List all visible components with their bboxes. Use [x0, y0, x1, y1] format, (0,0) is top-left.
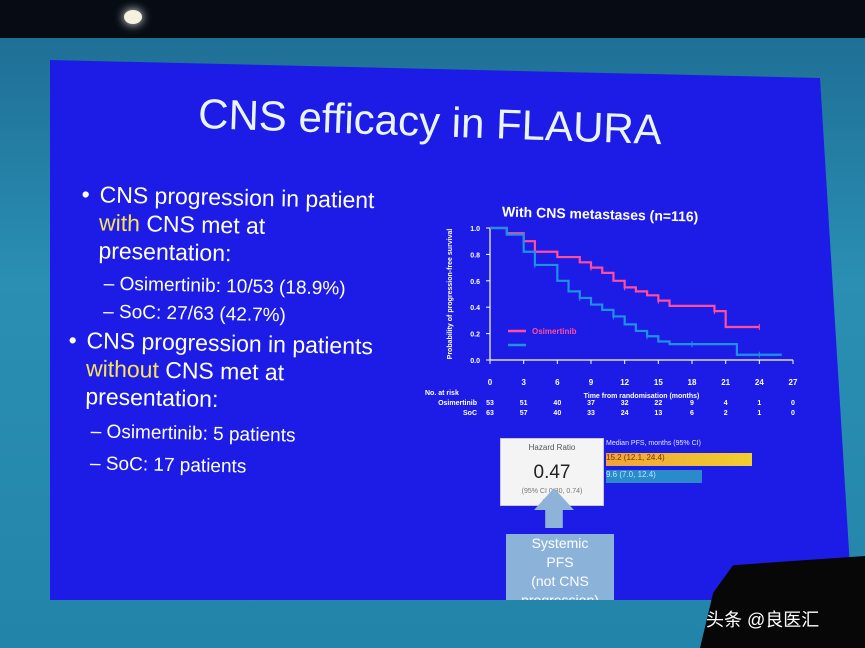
risk-cell: 1 [757, 400, 761, 407]
risk-table-header: No. at risk [425, 390, 459, 397]
callout-line4: progression) [506, 591, 614, 600]
hazard-ratio-label: Hazard Ratio [528, 443, 576, 452]
callout-line1: Systemic [531, 535, 589, 551]
y-tick-label: 1.0 [470, 226, 480, 233]
ceiling [0, 0, 865, 38]
callout-line2: PFS [546, 554, 574, 570]
x-tick-label: 21 [721, 378, 730, 387]
risk-cell: 0 [791, 400, 795, 407]
median-pfs-header: Median PFS, months (95% CI) [606, 440, 701, 447]
systemic-pfs-callout: Systemic PFS (not CNS progression) [506, 534, 614, 600]
y-axis-label: Probability of progression-free survival [447, 229, 454, 360]
risk-cell: 13 [654, 410, 662, 417]
km-curve-osimertinib [490, 226, 760, 329]
y-tick-label: 0.0 [470, 358, 480, 365]
risk-cell: 22 [654, 400, 662, 407]
risk-cell: 53 [486, 400, 494, 407]
x-tick-label: 0 [488, 378, 493, 387]
x-tick-label: 27 [789, 378, 798, 387]
median-pfs-soc: 9.6 (7.0, 12.4) [606, 470, 702, 483]
x-tick-label: 24 [755, 378, 764, 387]
ceiling-light [124, 10, 142, 24]
x-axis-label: Time from randomisation (months) [584, 393, 700, 400]
x-tick-label: 3 [521, 378, 526, 387]
risk-cell: 4 [724, 400, 728, 407]
x-tick-label: 18 [688, 378, 697, 387]
y-tick-label: 0.4 [470, 305, 480, 312]
x-tick-label: 9 [589, 378, 594, 387]
risk-cell: 0 [791, 410, 795, 417]
risk-cell: 6 [690, 410, 694, 417]
y-tick-label: 0.8 [470, 252, 480, 259]
callout-line3: (not CNS [531, 573, 589, 589]
risk-row-label: SoC [463, 410, 477, 417]
risk-cell: 9 [690, 400, 694, 407]
risk-cell: 57 [520, 410, 528, 417]
risk-cell: 2 [724, 410, 728, 417]
risk-cell: 40 [553, 400, 561, 407]
risk-cell: 33 [587, 410, 595, 417]
x-tick-label: 15 [654, 378, 663, 387]
risk-cell: 24 [621, 410, 629, 417]
risk-cell: 63 [486, 410, 494, 417]
median-pfs-osimertinib: 15.2 (12.1, 24.4) [606, 453, 752, 466]
risk-cell: 32 [621, 400, 629, 407]
x-tick-label: 6 [555, 378, 560, 387]
y-tick-label: 0.6 [470, 279, 480, 286]
risk-cell: 51 [520, 400, 528, 407]
watermark: 头条 @良医汇 [706, 610, 820, 630]
legend-label-osimertinib: Osimertinib [532, 327, 577, 336]
risk-row-label: Osimertinib [438, 400, 477, 407]
risk-cell: 37 [587, 400, 595, 407]
x-tick-label: 12 [620, 378, 629, 387]
risk-cell: 40 [553, 410, 561, 417]
hazard-ratio-value: 0.47 [533, 462, 571, 483]
y-tick-label: 0.2 [470, 332, 480, 339]
km-curve-soc [490, 226, 782, 356]
risk-cell: 1 [757, 410, 761, 417]
